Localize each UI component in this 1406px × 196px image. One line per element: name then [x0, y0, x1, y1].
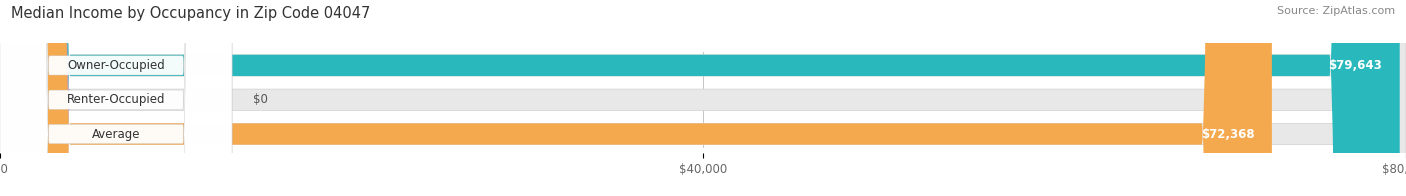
Text: Source: ZipAtlas.com: Source: ZipAtlas.com	[1277, 6, 1395, 16]
Text: Renter-Occupied: Renter-Occupied	[66, 93, 166, 106]
FancyBboxPatch shape	[0, 0, 232, 196]
FancyBboxPatch shape	[0, 0, 232, 196]
Text: Average: Average	[91, 128, 141, 141]
FancyBboxPatch shape	[0, 0, 70, 196]
FancyBboxPatch shape	[0, 0, 232, 196]
Text: Median Income by Occupancy in Zip Code 04047: Median Income by Occupancy in Zip Code 0…	[11, 6, 371, 21]
FancyBboxPatch shape	[0, 0, 1272, 196]
Text: $0: $0	[253, 93, 269, 106]
Text: Owner-Occupied: Owner-Occupied	[67, 59, 165, 72]
Text: $79,643: $79,643	[1329, 59, 1382, 72]
Text: $72,368: $72,368	[1201, 128, 1254, 141]
